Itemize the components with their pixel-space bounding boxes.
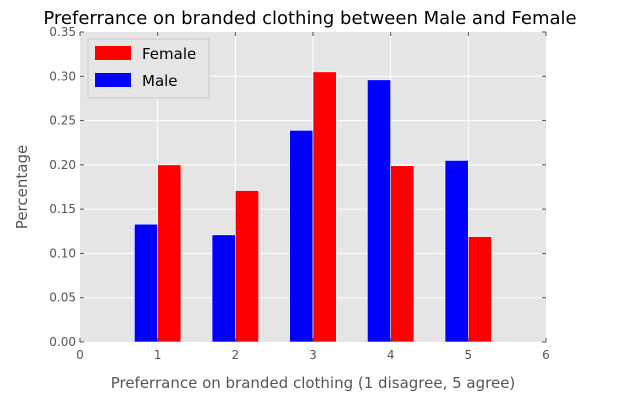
legend-label-female: Female (142, 45, 196, 63)
y-tick-label: 0.35 (49, 25, 76, 39)
x-tick-label: 1 (154, 348, 162, 362)
y-tick-label: 0.10 (49, 246, 76, 260)
x-tick-label: 4 (387, 348, 395, 362)
bar-female-1 (157, 164, 182, 343)
y-axis-label: Percentage (13, 145, 31, 229)
x-tick-label: 2 (232, 348, 240, 362)
legend-swatch-male (95, 73, 131, 87)
x-tick-label: 5 (465, 348, 473, 362)
bar-female-4 (390, 165, 415, 343)
x-tick-label: 6 (542, 348, 550, 362)
bar-male-1 (134, 223, 158, 343)
y-tick-label: 0.15 (49, 202, 76, 216)
tick-marks (79, 31, 547, 343)
bar-male-5 (444, 160, 469, 343)
bar-male-3 (289, 130, 314, 343)
x-tick-label: 3 (309, 348, 317, 362)
bar-female-3 (312, 71, 337, 343)
x-axis-label: Preferrance on branded clothing (1 disag… (111, 374, 516, 392)
y-tick-label: 0.30 (49, 69, 76, 83)
y-tick-label: 0.25 (49, 114, 76, 128)
chart-title: Preferrance on branded clothing between … (43, 8, 576, 29)
legend-swatch-female (95, 46, 131, 60)
y-tick-label: 0.00 (49, 335, 76, 349)
bar-female-5 (468, 236, 492, 343)
legend: Female Male (87, 38, 210, 99)
x-tick-label: 0 (76, 348, 84, 362)
bar-male-2 (211, 234, 236, 343)
bar-female-2 (235, 190, 259, 343)
y-tick-label: 0.20 (49, 158, 76, 172)
y-tick-label: 0.05 (49, 291, 76, 305)
bar-male-4 (367, 79, 391, 343)
x-tick-labels: 0 1 2 3 4 5 6 (76, 348, 550, 362)
bars (134, 71, 492, 343)
y-tick-labels: 0.00 0.05 0.10 0.15 0.20 0.25 0.30 0.35 (49, 25, 76, 349)
legend-label-male: Male (142, 72, 178, 90)
